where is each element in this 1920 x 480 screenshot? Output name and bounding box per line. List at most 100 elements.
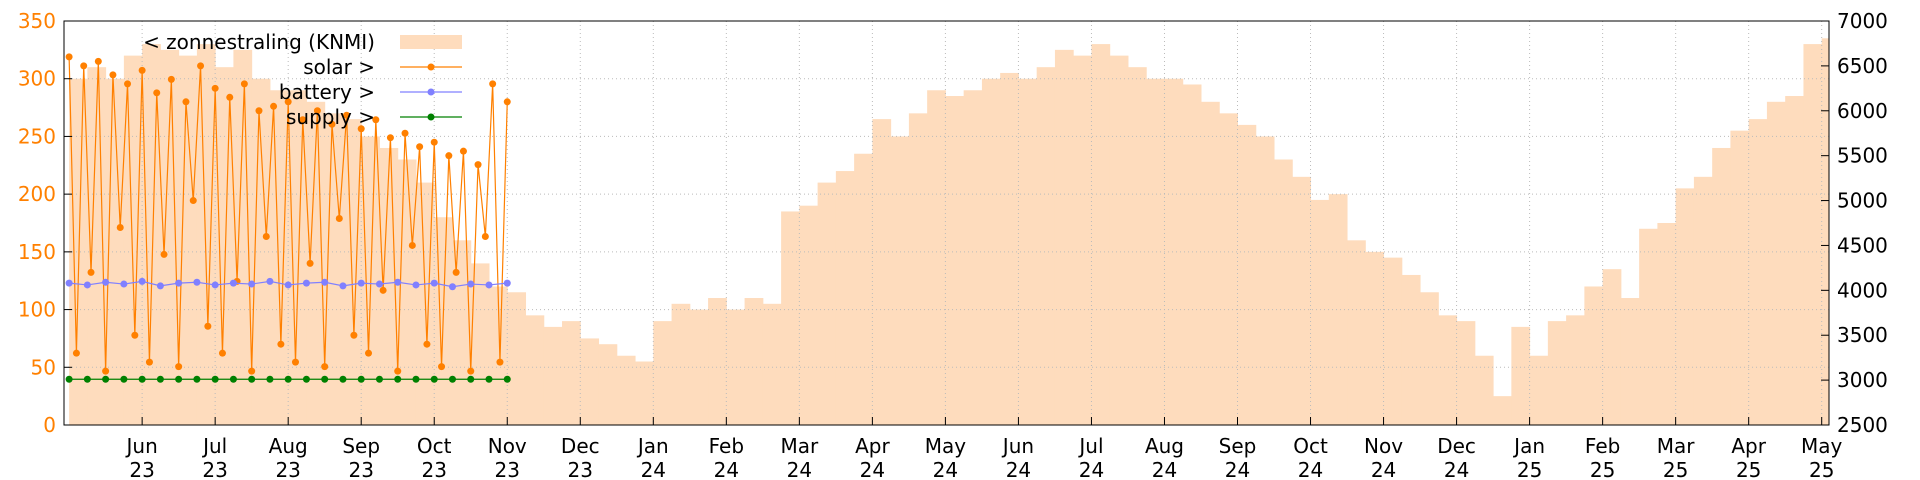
area-step xyxy=(1821,38,1829,425)
x-tick-label: May 25 xyxy=(1801,434,1843,480)
point xyxy=(335,215,343,223)
point xyxy=(167,75,175,83)
point xyxy=(145,358,153,366)
point xyxy=(153,89,161,97)
point xyxy=(313,107,321,115)
point xyxy=(328,120,336,128)
area-step xyxy=(1164,78,1184,425)
point xyxy=(343,111,351,119)
y2-tick-label: 6000 xyxy=(1837,99,1888,123)
point xyxy=(306,259,314,267)
y-tick-label: 100 xyxy=(18,298,56,322)
point xyxy=(321,278,329,286)
area-step xyxy=(1237,124,1257,425)
x-tick-label: Aug 23 xyxy=(269,434,308,480)
area-step xyxy=(1182,84,1202,425)
x-tick-label: Nov 23 xyxy=(488,434,527,480)
point xyxy=(248,280,256,288)
point xyxy=(124,80,132,88)
point xyxy=(339,282,347,290)
legend-label: battery > xyxy=(279,80,375,104)
area-step xyxy=(598,344,618,425)
point xyxy=(262,232,270,240)
x-tick-label: Aug 24 xyxy=(1145,434,1184,480)
area-step xyxy=(890,136,910,425)
point xyxy=(65,375,73,383)
point xyxy=(448,375,456,383)
area-step xyxy=(1693,176,1713,425)
y-tick-label: 250 xyxy=(18,124,56,148)
area-step xyxy=(835,171,855,425)
legend-point xyxy=(427,63,435,71)
y-tick-label: 50 xyxy=(31,355,56,379)
point xyxy=(189,197,197,205)
area-step xyxy=(726,309,746,425)
area-step xyxy=(1018,78,1038,425)
point xyxy=(485,281,493,289)
point xyxy=(87,268,95,276)
point xyxy=(266,277,274,285)
point xyxy=(284,375,292,383)
area-step xyxy=(543,326,563,425)
area-step xyxy=(981,78,1001,425)
point xyxy=(503,279,511,287)
area-step xyxy=(142,44,161,425)
area-step xyxy=(1420,292,1439,425)
point xyxy=(467,375,475,383)
point xyxy=(503,375,511,383)
point xyxy=(423,340,431,348)
area-step xyxy=(87,67,107,425)
area-step xyxy=(872,119,892,425)
point xyxy=(401,129,409,137)
point xyxy=(467,367,475,375)
point xyxy=(299,116,307,124)
point xyxy=(430,138,438,146)
area-step xyxy=(1401,274,1421,425)
plot xyxy=(64,21,1829,425)
point xyxy=(83,281,91,289)
area-step xyxy=(616,355,636,425)
point xyxy=(394,375,402,383)
area-step xyxy=(1657,223,1677,425)
point xyxy=(430,279,438,287)
area-step xyxy=(817,182,837,425)
area-step xyxy=(1328,194,1348,425)
area-step xyxy=(1127,67,1147,425)
area-step xyxy=(1383,257,1403,425)
area-step xyxy=(1803,44,1823,425)
area-step xyxy=(635,361,654,425)
area-step xyxy=(215,67,234,425)
point xyxy=(485,375,493,383)
point xyxy=(416,143,424,151)
area-step xyxy=(507,292,527,425)
point xyxy=(102,375,110,383)
x-tick-label: Jan 25 xyxy=(1512,434,1545,480)
legend-label: solar > xyxy=(303,55,375,79)
point xyxy=(372,116,380,124)
point xyxy=(109,71,117,79)
point xyxy=(193,375,201,383)
point xyxy=(120,280,128,288)
x-tick-label: Mar 24 xyxy=(780,434,819,480)
area-step xyxy=(196,44,216,425)
area-step xyxy=(762,303,782,425)
area-step xyxy=(1730,130,1750,425)
x-tick-label: Jan 24 xyxy=(636,434,669,480)
area-step xyxy=(1274,159,1293,425)
point xyxy=(291,358,299,366)
area-step xyxy=(1639,228,1658,425)
y2-tick-label: 3000 xyxy=(1837,368,1888,392)
area-step xyxy=(1785,96,1804,425)
area-step xyxy=(1529,355,1549,425)
area-step xyxy=(908,113,928,425)
plot-frame xyxy=(63,20,1830,426)
area-step xyxy=(1091,44,1111,425)
point xyxy=(102,367,110,375)
legend-swatch xyxy=(400,35,462,49)
point xyxy=(339,375,347,383)
point xyxy=(175,363,183,371)
area-step xyxy=(1109,55,1129,425)
area-step xyxy=(178,55,198,425)
point xyxy=(204,322,212,330)
